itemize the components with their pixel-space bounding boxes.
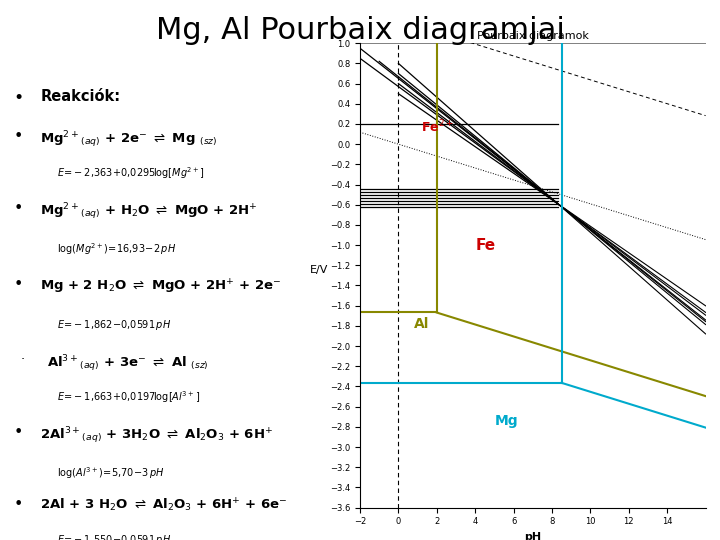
X-axis label: pH: pH (524, 532, 541, 540)
Text: Al: Al (414, 317, 429, 331)
Text: Fe: Fe (475, 238, 495, 253)
Text: •: • (14, 201, 23, 216)
Text: Reakciók:: Reakciók: (40, 89, 120, 104)
Text: Mg: Mg (495, 414, 518, 428)
Text: Mg$^{2+}$$_{(aq)}$ + H$_{2}$O $\rightleftharpoons$ MgO + 2H$^{+}$: Mg$^{2+}$$_{(aq)}$ + H$_{2}$O $\rightlef… (40, 201, 258, 222)
Text: Fe$^{2+}$: Fe$^{2+}$ (421, 118, 454, 135)
Text: $E\!=\!-1{,}862\!-\!0{,}0591\,pH$: $E\!=\!-1{,}862\!-\!0{,}0591\,pH$ (57, 318, 171, 332)
Text: $E\!=\!-1{,}550\!-\!0{,}0591\,pH$: $E\!=\!-1{,}550\!-\!0{,}0591\,pH$ (57, 533, 171, 540)
Text: •: • (14, 277, 23, 292)
Text: •: • (14, 130, 23, 144)
Text: 2Al + 3 H$_{2}$O $\rightleftharpoons$ Al$_{2}$O$_{3}$ + 6H$^{+}$ + 6e$^{-}$: 2Al + 3 H$_{2}$O $\rightleftharpoons$ Al… (40, 497, 288, 514)
Title: Pourbaix diagramok: Pourbaix diagramok (477, 31, 589, 41)
Text: $\log(Mg^{2+})\!=\!16{,}93\!-\!2\,pH$: $\log(Mg^{2+})\!=\!16{,}93\!-\!2\,pH$ (57, 241, 176, 257)
Text: Mg, Al Pourbaix diagramjai: Mg, Al Pourbaix diagramjai (156, 16, 564, 45)
Text: Mg$^{2+}$$_{(aq)}$ + 2e$^{-}$ $\rightleftharpoons$ Mg $_{(sz)}$: Mg$^{2+}$$_{(aq)}$ + 2e$^{-}$ $\rightlef… (40, 130, 217, 150)
Text: ·: · (20, 354, 24, 367)
Y-axis label: E/V: E/V (310, 265, 328, 275)
Text: $\log(Al^{3+})\!=\!5{,}70\!-\!3\,pH$: $\log(Al^{3+})\!=\!5{,}70\!-\!3\,pH$ (57, 465, 165, 481)
Text: •: • (14, 425, 23, 440)
Text: Al$^{3+}$$_{(aq)}$ + 3e$^{-}$ $\rightleftharpoons$ Al $_{(sz)}$: Al$^{3+}$$_{(aq)}$ + 3e$^{-}$ $\rightlef… (47, 354, 209, 374)
Text: •: • (14, 497, 23, 512)
Text: •: • (14, 89, 24, 107)
Text: Mg + 2 H$_{2}$O $\rightleftharpoons$ MgO + 2H$^{+}$ + 2e$^{-}$: Mg + 2 H$_{2}$O $\rightleftharpoons$ MgO… (40, 277, 282, 295)
Text: $E\!=\!-2{,}363\!+\!0{,}0295\!\log[Mg^{2+}]$: $E\!=\!-2{,}363\!+\!0{,}0295\!\log[Mg^{2… (57, 165, 204, 181)
Text: 2Al$^{3+}$$_{(aq)}$ + 3H$_{2}$O $\rightleftharpoons$ Al$_{2}$O$_{3}$ + 6H$^{+}$: 2Al$^{3+}$$_{(aq)}$ + 3H$_{2}$O $\rightl… (40, 425, 274, 446)
Text: $E\!=\!-1{,}663\!+\!0{,}0197\!\log[Al^{3+}]$: $E\!=\!-1{,}663\!+\!0{,}0197\!\log[Al^{3… (57, 389, 200, 405)
